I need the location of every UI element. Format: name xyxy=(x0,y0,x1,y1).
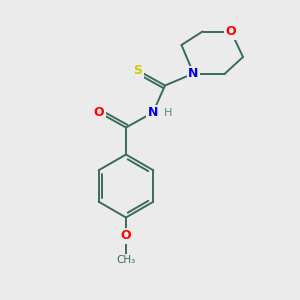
Text: O: O xyxy=(226,25,236,38)
Text: N: N xyxy=(148,106,158,119)
Text: S: S xyxy=(134,64,142,77)
Text: CH₃: CH₃ xyxy=(116,255,136,265)
Text: N: N xyxy=(188,67,199,80)
Text: O: O xyxy=(94,106,104,119)
Text: O: O xyxy=(121,229,131,242)
Text: H: H xyxy=(164,107,172,118)
